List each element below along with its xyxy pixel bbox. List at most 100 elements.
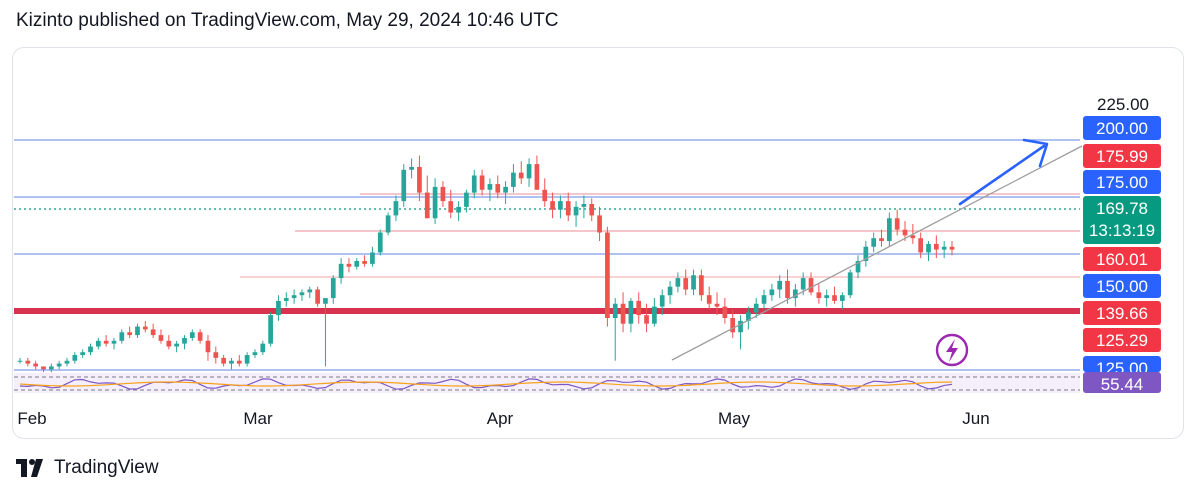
candle bbox=[456, 206, 461, 213]
price-tag-139-text: 139.66 bbox=[1096, 304, 1148, 323]
current-price-tag-text: 169.78 bbox=[1096, 199, 1148, 218]
candle bbox=[612, 303, 618, 318]
candle bbox=[229, 360, 234, 364]
candle bbox=[840, 295, 845, 301]
price-axis-label: 225.00 bbox=[1097, 95, 1149, 114]
candle bbox=[315, 289, 320, 304]
candle bbox=[808, 278, 814, 293]
candle bbox=[879, 238, 884, 242]
candle bbox=[581, 204, 587, 207]
candle bbox=[252, 352, 258, 356]
candle bbox=[142, 326, 148, 330]
price-tag-200-text: 200.00 bbox=[1096, 119, 1148, 138]
candle bbox=[17, 360, 23, 362]
price-tag-150 bbox=[1083, 274, 1161, 298]
price-tag-125-29 bbox=[1083, 328, 1161, 352]
candle bbox=[283, 298, 289, 301]
candle bbox=[197, 332, 203, 341]
time-axis-label: Mar bbox=[243, 409, 273, 428]
candle bbox=[377, 232, 383, 253]
footer: TradingView bbox=[16, 457, 159, 479]
candle bbox=[424, 192, 430, 219]
candle bbox=[777, 280, 783, 290]
rsi-value-tag-text: 55.44 bbox=[1101, 375, 1144, 394]
candle bbox=[95, 340, 101, 347]
candle bbox=[362, 261, 367, 264]
candle bbox=[902, 229, 908, 236]
time-axis-label: Feb bbox=[17, 409, 46, 428]
current-price-tag bbox=[1083, 196, 1161, 244]
candle bbox=[675, 278, 681, 287]
footer-brand: TradingView bbox=[54, 457, 159, 478]
candle bbox=[393, 201, 399, 216]
candle bbox=[605, 232, 610, 318]
candle bbox=[918, 238, 924, 253]
lightning-bolt-icon bbox=[946, 339, 958, 362]
candle bbox=[785, 280, 790, 299]
candle bbox=[746, 312, 751, 321]
candle bbox=[448, 201, 454, 213]
candle bbox=[699, 275, 704, 296]
price-tag-175-99 bbox=[1083, 144, 1161, 168]
candle bbox=[338, 263, 344, 279]
candle bbox=[761, 295, 767, 304]
candle bbox=[189, 332, 195, 338]
time-axis-label: Jun bbox=[962, 409, 989, 428]
candle bbox=[150, 329, 156, 336]
candle bbox=[260, 343, 266, 353]
candle bbox=[565, 201, 571, 216]
tradingview-logo-icon bbox=[16, 459, 46, 477]
candle bbox=[620, 303, 626, 324]
candle bbox=[64, 360, 70, 364]
candle bbox=[487, 184, 493, 190]
candle bbox=[800, 278, 806, 290]
arrow-head-icon bbox=[1022, 138, 1049, 168]
candle bbox=[558, 201, 563, 210]
candle bbox=[88, 346, 93, 353]
candle bbox=[573, 206, 579, 216]
price-tag-125 bbox=[1083, 356, 1161, 372]
candle bbox=[205, 340, 211, 353]
candle bbox=[80, 352, 86, 356]
candle bbox=[910, 235, 916, 239]
candle bbox=[871, 238, 877, 247]
candle bbox=[941, 246, 947, 250]
candle bbox=[652, 306, 657, 324]
candle bbox=[401, 169, 407, 202]
candle bbox=[236, 360, 242, 364]
candle bbox=[589, 204, 595, 216]
candle bbox=[824, 295, 830, 299]
candle bbox=[330, 278, 336, 299]
candle bbox=[158, 335, 164, 341]
candle bbox=[432, 186, 438, 219]
rsi-ma-line bbox=[19, 381, 953, 387]
price-tag-160 bbox=[1083, 247, 1161, 271]
price-tag-160-text: 160.01 bbox=[1096, 250, 1148, 269]
candle bbox=[832, 295, 837, 301]
candle bbox=[56, 363, 62, 367]
candle bbox=[25, 360, 31, 364]
candle bbox=[683, 278, 689, 290]
candle bbox=[691, 275, 696, 290]
candle bbox=[933, 243, 939, 250]
candle bbox=[221, 357, 226, 364]
price-tag-125-29-text: 125.29 bbox=[1096, 331, 1148, 350]
candle bbox=[816, 292, 822, 299]
candle bbox=[417, 166, 422, 193]
candle bbox=[72, 355, 78, 361]
candle bbox=[511, 172, 516, 187]
rsi-value-tag bbox=[1083, 372, 1161, 393]
price-tag-139 bbox=[1083, 301, 1161, 325]
candle bbox=[503, 186, 508, 193]
candle bbox=[526, 164, 532, 179]
candle bbox=[174, 343, 179, 347]
candle bbox=[299, 292, 305, 296]
price-tag-150-text: 150.00 bbox=[1096, 277, 1148, 296]
candle bbox=[714, 303, 720, 307]
candle bbox=[479, 175, 485, 190]
candle bbox=[644, 315, 649, 324]
candle bbox=[730, 318, 736, 333]
candle bbox=[323, 298, 328, 304]
current-price-tag-text: 13:13:19 bbox=[1089, 221, 1155, 240]
